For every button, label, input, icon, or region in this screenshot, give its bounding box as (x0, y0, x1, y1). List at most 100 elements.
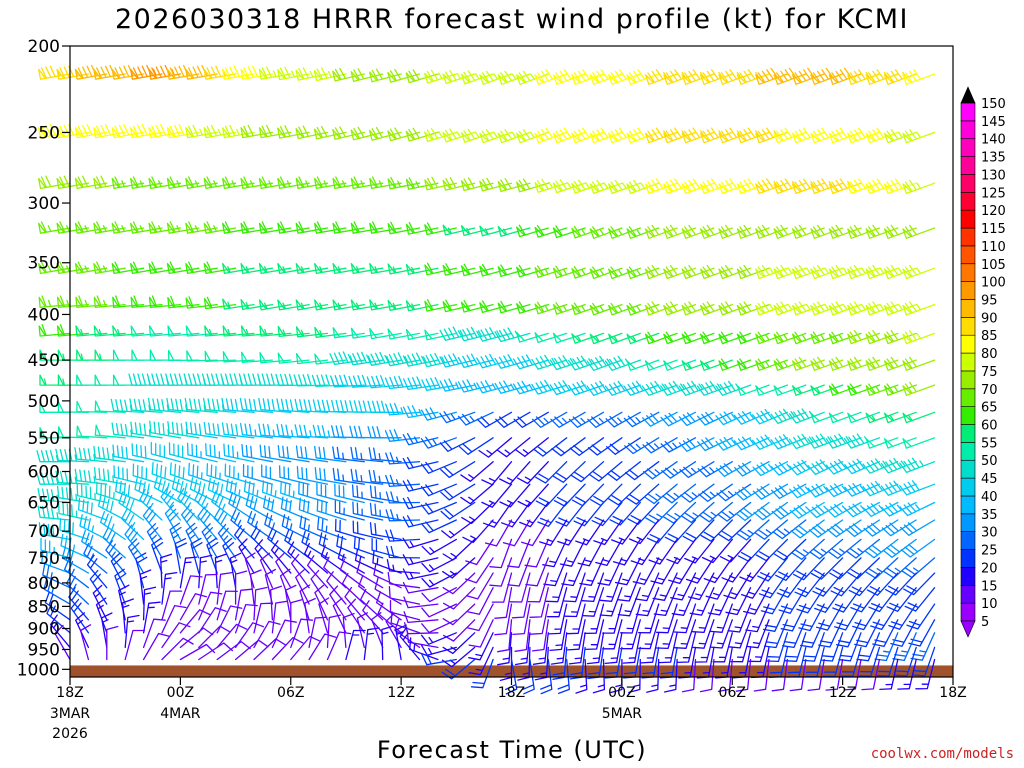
wind-barb (167, 295, 200, 309)
wind-barb (681, 658, 697, 693)
wind-barb (548, 603, 568, 635)
wind-barb (645, 501, 678, 525)
wind-barb (874, 632, 899, 662)
wind-barb (622, 632, 641, 664)
wind-barb (534, 301, 568, 315)
wind-barb (540, 658, 553, 695)
wind-barb (86, 554, 108, 589)
colorbar-swatch (960, 370, 976, 390)
wind-barb (220, 373, 255, 386)
wind-barb (902, 301, 936, 316)
wind-barb (699, 224, 733, 239)
colorbar-label: 105 (981, 258, 1006, 273)
wind-barb (350, 176, 384, 190)
wind-barb (198, 573, 218, 605)
y-tick-label: 750 (28, 549, 60, 569)
wind-barb (772, 519, 807, 540)
wind-barb (185, 296, 218, 309)
colorbar-label: 60 (981, 419, 998, 434)
wind-barb (323, 556, 347, 589)
wind-barb (83, 542, 108, 574)
wind-barb (130, 64, 163, 80)
wind-barb (791, 331, 825, 345)
wind-barb (441, 519, 476, 539)
wind-barb (330, 374, 365, 388)
wind-barb (865, 178, 899, 195)
wind-barb (314, 221, 347, 234)
wind-barb (111, 64, 145, 80)
wind-barb (552, 225, 586, 239)
wind-barb (589, 332, 623, 345)
wind-barb (589, 302, 623, 316)
wind-barb (402, 352, 439, 367)
wind-barb (216, 571, 233, 605)
wind-barb (92, 584, 108, 621)
wind-barb (102, 526, 126, 559)
wind-barb (648, 538, 678, 565)
wind-barb (810, 411, 844, 424)
x-tick-label: 06Z (719, 685, 746, 701)
wind-barb (663, 658, 678, 693)
y-tick-label: 1000 (17, 660, 60, 680)
wind-barb (345, 629, 366, 661)
wind-barb (820, 632, 844, 662)
wind-barb (402, 581, 439, 594)
wind-barb (276, 423, 310, 439)
wind-barb (74, 64, 108, 80)
y-tick-label: 400 (28, 305, 60, 325)
wind-barb (222, 325, 255, 337)
wind-barb (531, 411, 568, 428)
wind-barb (169, 462, 200, 485)
wind-barb (185, 261, 218, 275)
wind-barb (810, 127, 844, 144)
wind-barb (514, 437, 549, 458)
wind-barb (589, 179, 623, 195)
wind-barb (843, 658, 862, 691)
wind-barb (258, 124, 292, 139)
colorbar-swatch (960, 138, 976, 157)
wind-barb (462, 519, 494, 544)
wind-barb (635, 587, 660, 617)
colorbar-swatch (960, 388, 976, 407)
wind-barb (571, 266, 605, 279)
wind-barb (151, 461, 182, 485)
wind-barb (351, 484, 384, 504)
wind-barb (168, 442, 200, 463)
wind-barb (791, 301, 825, 316)
wind-barb (142, 618, 166, 649)
wind-barb (644, 224, 678, 239)
wind-barb (420, 436, 457, 449)
wind-barb (494, 603, 513, 636)
wind-barb (815, 603, 844, 631)
wind-barb (856, 632, 881, 662)
wind-barb (773, 67, 807, 85)
wind-barb (489, 538, 513, 569)
wind-barb (280, 481, 310, 504)
wind-barb (495, 411, 531, 428)
wind-barb (221, 422, 255, 439)
wind-barb (240, 325, 274, 337)
wind-barb (569, 437, 605, 457)
wind-barb (791, 224, 825, 239)
wind-barb (718, 264, 752, 280)
wind-barb (369, 502, 402, 521)
wind-barb (275, 373, 310, 387)
wind-barb (350, 262, 384, 275)
wind-barb (847, 69, 881, 85)
wind-barb (666, 538, 697, 565)
wind-barb (699, 331, 733, 345)
colorbar-swatch (960, 495, 976, 515)
wind-barb (699, 501, 733, 523)
wind-barb (791, 67, 825, 85)
wind-barb (439, 437, 476, 452)
wind-barb (644, 483, 678, 505)
wind-barb (468, 632, 494, 661)
x-tick-label: 18Z (56, 685, 83, 701)
wind-barb (608, 69, 641, 85)
wind-barb (439, 353, 476, 368)
wind-barb (43, 577, 71, 605)
wind-barb (179, 643, 216, 661)
x-tick-label: 12Z (387, 685, 414, 701)
wind-barb (421, 652, 457, 666)
wind-barb (644, 301, 678, 316)
